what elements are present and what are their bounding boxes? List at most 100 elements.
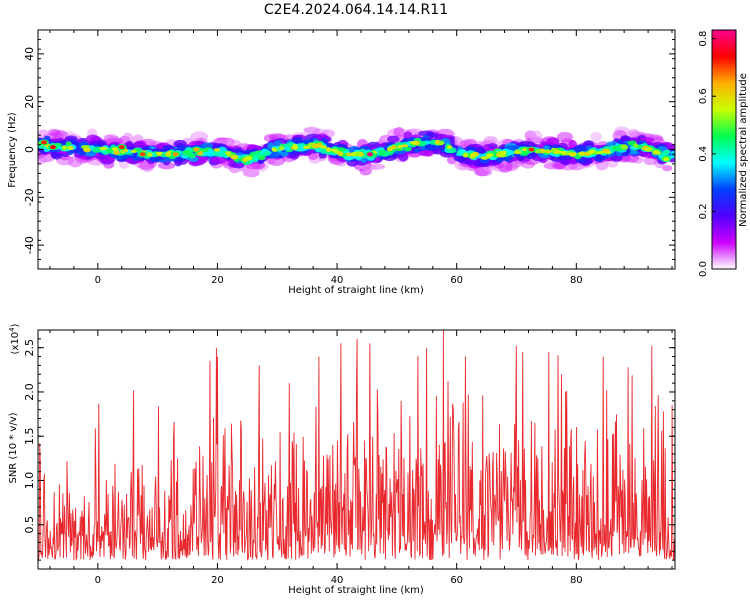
heatmap-cell bbox=[155, 151, 164, 155]
heatmap-cell bbox=[453, 154, 465, 162]
heatmap-peak bbox=[172, 152, 179, 157]
heatmap-cell bbox=[574, 147, 585, 153]
heatmap-cell bbox=[244, 155, 253, 161]
heatmap-cell bbox=[544, 149, 552, 154]
heatmap-cell bbox=[462, 152, 469, 158]
heatmap-cell bbox=[446, 145, 453, 150]
heatmap-cell bbox=[355, 156, 363, 160]
heatmap-cell bbox=[458, 149, 467, 154]
heatmap-cell bbox=[496, 156, 504, 163]
heatmap-peak bbox=[193, 147, 200, 152]
y-tick-label: 20 bbox=[23, 95, 36, 109]
heatmap-cell bbox=[664, 149, 671, 154]
colorbar-tick-label: 0.2 bbox=[698, 203, 709, 219]
heatmap-peak bbox=[366, 152, 373, 157]
heatmap-cell bbox=[280, 151, 289, 157]
heatmap-cell bbox=[83, 148, 91, 153]
heatmap-cell bbox=[620, 144, 629, 150]
heatmap-cell bbox=[556, 131, 574, 143]
heatmap-cell bbox=[398, 151, 409, 162]
colorbar-gradient bbox=[711, 29, 737, 270]
x-tick-label: 20 bbox=[211, 575, 224, 586]
heatmap-cell bbox=[419, 140, 427, 147]
heatmap-cell bbox=[81, 144, 90, 149]
heatmap-cell bbox=[464, 158, 476, 166]
heatmap-cell bbox=[67, 145, 74, 151]
colorbar-tick-label: 0.8 bbox=[698, 31, 709, 47]
heatmap-cell bbox=[413, 148, 421, 153]
heatmap-cell bbox=[336, 147, 346, 152]
heatmap-cell bbox=[506, 149, 515, 156]
heatmap-cell bbox=[612, 147, 623, 152]
heatmap-cell bbox=[487, 143, 498, 150]
heatmap-cell bbox=[212, 150, 221, 157]
heatmap-cell bbox=[568, 152, 577, 157]
heatmap-cell bbox=[652, 150, 660, 155]
colorbar-tick-label: 0.6 bbox=[698, 88, 709, 104]
heatmap-cell bbox=[263, 151, 270, 157]
y-tick-label: -20 bbox=[23, 188, 36, 206]
heatmap-cell bbox=[234, 148, 243, 153]
heatmap-cell bbox=[230, 154, 239, 160]
heatmap-cell bbox=[325, 147, 332, 153]
heatmap-cell bbox=[345, 152, 353, 157]
heatmap-cell bbox=[147, 152, 153, 157]
heatmap-cell bbox=[633, 143, 639, 149]
heatmap-cell bbox=[578, 151, 586, 157]
heatmap-cell bbox=[360, 164, 377, 171]
colorbar-ticks: 0.0 0.2 0.4 0.6 0.8 bbox=[698, 31, 716, 277]
heatmap-cell bbox=[65, 141, 72, 146]
colorbar-label: Normalized spectral amplitude bbox=[738, 73, 749, 227]
heatmap-cell bbox=[330, 148, 336, 152]
x-tick-label: 0 bbox=[95, 575, 101, 586]
spectrogram-axes: 0 20 40 60 80 -40 -20 0 20 40 bbox=[23, 29, 675, 286]
spectrogram-peaks bbox=[38, 139, 672, 163]
heatmap-cell bbox=[514, 149, 521, 153]
heatmap-peak bbox=[49, 145, 56, 150]
heatmap-cell bbox=[389, 146, 397, 150]
heatmap-cell bbox=[188, 152, 196, 159]
spectrogram-panel: 0 20 40 60 80 -40 -20 0 20 40 Height of straight … bbox=[7, 29, 676, 296]
heatmap-cell bbox=[225, 151, 231, 155]
heatmap-peak bbox=[40, 140, 47, 145]
heatmap-cell bbox=[271, 147, 278, 152]
heatmap-cell bbox=[501, 150, 507, 155]
y-tick-label: 1.0 bbox=[23, 472, 36, 490]
heatmap-peak bbox=[139, 152, 146, 157]
heatmap-cell bbox=[337, 151, 344, 157]
heatmap-cell bbox=[295, 137, 303, 144]
heatmap-cell bbox=[68, 155, 83, 168]
colorbar-tick-label: 0.4 bbox=[698, 146, 709, 162]
spectrogram-x-label: Height of straight line (km) bbox=[288, 285, 424, 296]
snr-y-label: SNR (10 * v/v) bbox=[8, 412, 19, 483]
heatmap-peak bbox=[528, 147, 535, 152]
x-tick-label: 0 bbox=[95, 275, 101, 286]
snr-scale-label: (x104) bbox=[8, 323, 21, 354]
heatmap-cell bbox=[48, 128, 60, 136]
heatmap-cell bbox=[320, 145, 328, 149]
heatmap-cell bbox=[311, 143, 320, 149]
heatmap-cell bbox=[190, 131, 209, 143]
heatmap-cell bbox=[409, 140, 418, 145]
y-tick-label: 1.5 bbox=[23, 427, 36, 445]
y-tick-label: 2.0 bbox=[23, 383, 36, 401]
heatmap-cell bbox=[469, 154, 476, 159]
heatmap-cell bbox=[210, 156, 226, 165]
heatmap-cell bbox=[245, 163, 261, 170]
snr-axes: 0 20 40 60 80 0.5 1.0 1.5 2.0 2.5 bbox=[23, 329, 675, 586]
colorbar-tick-label: 0.0 bbox=[698, 261, 709, 277]
heatmap-cell bbox=[424, 149, 433, 157]
x-tick-label: 20 bbox=[211, 275, 224, 286]
heatmap-cell bbox=[404, 146, 412, 152]
heatmap-cell bbox=[355, 151, 361, 157]
x-tick-label: 80 bbox=[570, 275, 583, 286]
heatmap-cell bbox=[602, 148, 611, 153]
spectrogram-y-label: Frequency (Hz) bbox=[7, 112, 18, 188]
heatmap-cell bbox=[302, 145, 311, 149]
y-tick-label: 2.5 bbox=[23, 339, 36, 357]
x-tick-label: 40 bbox=[331, 275, 344, 286]
colorbar: 0.0 0.2 0.4 0.6 0.8 Normalized spectral ampl… bbox=[698, 29, 749, 277]
y-tick-label: 0 bbox=[23, 146, 36, 153]
snr-panel: 0 20 40 60 80 0.5 1.0 1.5 2.0 2.5 Height of strai… bbox=[8, 323, 676, 596]
chart-title: C2E4.2024.064.14.14.R11 bbox=[263, 2, 449, 18]
